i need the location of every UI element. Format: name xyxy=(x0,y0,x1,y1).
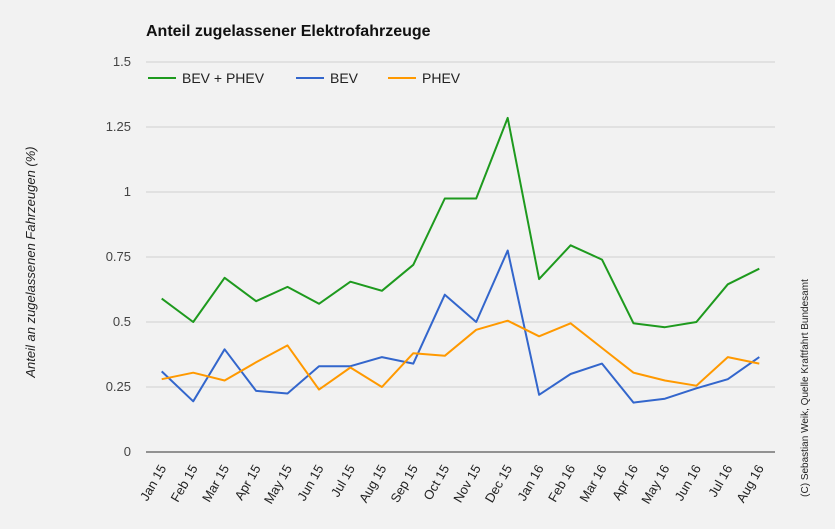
y-tick-label: 0.5 xyxy=(113,314,131,329)
x-tick-label: Jun 15 xyxy=(294,462,327,503)
y-tick-label: 1.5 xyxy=(113,54,131,69)
credit-text: (C) Sebastian Weik, Quelle Kraftfahrt Bu… xyxy=(800,279,811,497)
legend: BEV + PHEV BEV PHEV xyxy=(148,70,461,86)
x-tick-label: Feb 15 xyxy=(168,462,201,505)
x-tick-label: May 15 xyxy=(261,462,295,506)
x-tick-label: Oct 15 xyxy=(420,462,452,503)
y-tick-label: 0 xyxy=(124,444,131,459)
x-tick-label: Apr 15 xyxy=(232,462,264,503)
x-tick-label: Aug 15 xyxy=(356,462,390,505)
series-line-bev-phev xyxy=(161,116,760,329)
x-tick-label: May 16 xyxy=(638,462,672,506)
y-tick-label: 1.25 xyxy=(106,119,131,134)
series-line-phev xyxy=(161,319,760,391)
y-axis-ticks: 0 0.25 0.5 0.75 1 1.25 1.5 xyxy=(106,54,131,459)
x-tick-label: Apr 16 xyxy=(609,462,641,503)
x-tick-label: Jun 16 xyxy=(671,462,704,503)
x-tick-label: Feb 16 xyxy=(545,462,578,505)
x-tick-label: Mar 16 xyxy=(576,462,609,505)
y-axis-label: Anteil an zugelassenen Fahrzeugen (%) xyxy=(23,146,38,378)
x-tick-label: Sep 15 xyxy=(387,462,421,505)
series-line-bev xyxy=(161,249,760,404)
grid-lines xyxy=(146,61,775,453)
x-tick-label: Jul 16 xyxy=(705,462,735,500)
chart-title: Anteil zugelassener Elektrofahrzeuge xyxy=(146,23,431,40)
legend-label: BEV + PHEV xyxy=(182,70,265,86)
y-tick-label: 0.75 xyxy=(106,249,131,264)
x-tick-label: Jul 15 xyxy=(328,462,358,500)
y-tick-label: 0.25 xyxy=(106,379,131,394)
legend-label: PHEV xyxy=(422,70,461,86)
x-tick-label: Nov 15 xyxy=(450,462,484,505)
x-tick-label: Mar 15 xyxy=(199,462,232,505)
y-tick-label: 1 xyxy=(124,184,131,199)
x-tick-label: Aug 16 xyxy=(733,462,767,505)
legend-label: BEV xyxy=(330,70,359,86)
series-lines xyxy=(161,116,760,404)
x-tick-label: Jan 15 xyxy=(137,462,170,503)
x-tick-label: Dec 15 xyxy=(482,462,516,505)
x-tick-label: Jan 16 xyxy=(514,462,547,503)
